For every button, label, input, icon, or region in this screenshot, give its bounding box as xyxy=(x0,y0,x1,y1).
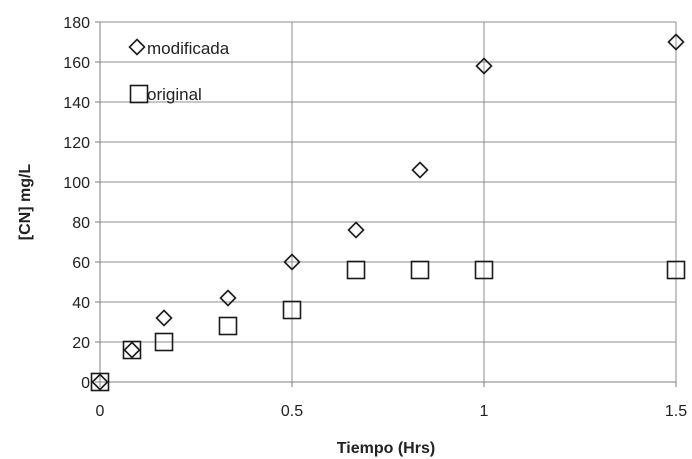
data-point-modificada-0 xyxy=(91,373,109,391)
data-point-original-1 xyxy=(122,340,142,360)
axes xyxy=(95,21,677,387)
data-point-modificada-5 xyxy=(347,221,365,239)
legend-label-original: original xyxy=(147,85,202,104)
data-point-original-6 xyxy=(410,260,430,280)
y-tick-label: 80 xyxy=(72,215,90,232)
x-tick-label: 0.5 xyxy=(281,403,303,420)
legend-square-icon xyxy=(129,84,149,104)
legend-label-modificada: modificada xyxy=(147,39,230,58)
data-point-modificada-6 xyxy=(411,161,429,179)
x-tick-label: 1 xyxy=(480,403,489,420)
y-axis-title: [CN] mg/L xyxy=(17,164,34,241)
data-point-original-8 xyxy=(666,260,686,280)
data-markers xyxy=(90,33,686,392)
data-point-original-4 xyxy=(282,300,302,320)
data-point-modificada-8 xyxy=(667,33,685,51)
legend-item-modificada: modificada xyxy=(128,38,230,58)
x-axis-title: Tiempo (Hrs) xyxy=(337,440,435,457)
data-point-modificada-1 xyxy=(123,341,141,359)
legend-diamond-icon xyxy=(128,38,146,56)
y-tick-label: 60 xyxy=(72,255,90,272)
data-point-original-3 xyxy=(218,316,238,336)
legend-marker-diamond xyxy=(128,38,146,56)
y-tick-label: 120 xyxy=(63,135,90,152)
y-tick-label: 100 xyxy=(63,175,90,192)
data-point-modificada-4 xyxy=(283,253,301,271)
data-point-modificada-3 xyxy=(219,289,237,307)
data-point-modificada-7 xyxy=(475,57,493,75)
x-tick-label: 0 xyxy=(96,403,105,420)
y-tick-label: 140 xyxy=(63,95,90,112)
x-tick-labels: 0 0.5 1 1.5 xyxy=(96,403,688,420)
y-tick-label: 160 xyxy=(63,55,90,72)
legend-marker-square xyxy=(129,84,149,104)
data-point-original-5 xyxy=(346,260,366,280)
y-tick-label: 40 xyxy=(72,295,90,312)
y-tick-labels: 0 20 40 60 80 100 120 140 160 180 xyxy=(63,15,90,392)
y-tick-label: 20 xyxy=(72,335,90,352)
data-point-original-7 xyxy=(474,260,494,280)
data-point-original-2 xyxy=(154,332,174,352)
grid-lines xyxy=(100,21,677,382)
legend-item-original: original xyxy=(129,84,202,104)
legend: modificada original xyxy=(128,38,230,104)
y-tick-label: 180 xyxy=(63,15,90,32)
data-point-modificada-2 xyxy=(155,309,173,327)
y-tick-label: 0 xyxy=(81,375,90,392)
x-tick-label: 1.5 xyxy=(665,403,687,420)
